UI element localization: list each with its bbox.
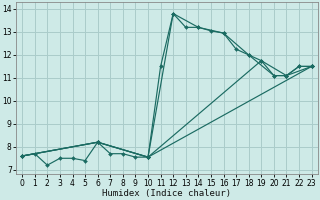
- X-axis label: Humidex (Indice chaleur): Humidex (Indice chaleur): [102, 189, 231, 198]
